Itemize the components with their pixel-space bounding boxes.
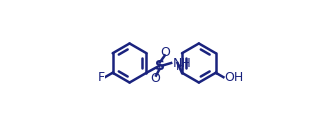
Text: F: F	[98, 71, 105, 84]
Text: OH: OH	[224, 71, 243, 84]
Text: NH: NH	[173, 57, 192, 70]
Text: H: H	[176, 62, 184, 72]
Text: S: S	[155, 58, 165, 73]
Text: O: O	[161, 46, 170, 59]
Text: O: O	[151, 72, 160, 85]
